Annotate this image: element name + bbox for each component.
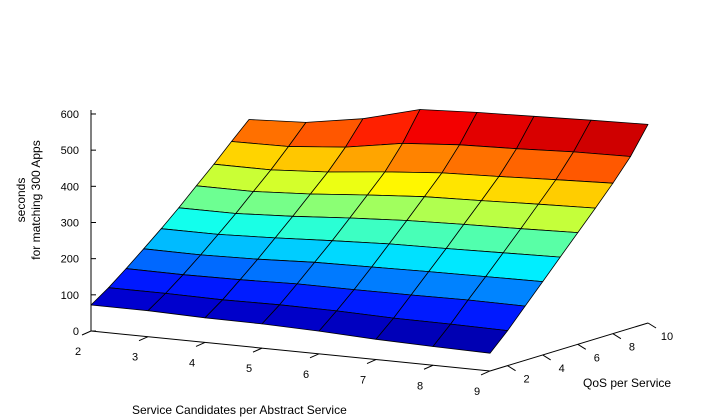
z-tick-label: 6 (594, 352, 600, 364)
x-tick-label: 5 (246, 363, 252, 375)
z-axis-label: QoS per Service (583, 376, 672, 390)
x-tick-mark (252, 347, 263, 353)
z-tick-mark (647, 322, 657, 329)
y-tick-label: 300 (61, 217, 79, 229)
tick-labels: 0 100 200 300 400 500 600 2 3 4 5 6 7 8 9 2 4 6 8 10 (61, 109, 674, 398)
y-tick-label: 100 (61, 290, 79, 302)
x-tick-label: 3 (132, 352, 138, 364)
x-tick-mark (138, 336, 149, 342)
z-tick-label: 10 (661, 331, 673, 343)
x-tick-label: 8 (417, 380, 423, 392)
x-tick-mark (480, 370, 491, 376)
x-axis-line (90, 330, 491, 372)
x-tick-mark (81, 330, 92, 336)
x-tick-mark (195, 341, 206, 347)
z-tick-label: 4 (559, 363, 565, 375)
x-tick-label: 4 (189, 357, 195, 369)
z-tick-mark (577, 343, 587, 350)
y-tick-label: 0 (73, 326, 79, 338)
x-tick-label: 6 (303, 369, 309, 381)
x-tick-label: 2 (75, 346, 81, 358)
surface-patch (432, 323, 509, 354)
axes (81, 109, 657, 376)
x-tick-mark (366, 359, 377, 365)
z-tick-label: 8 (629, 342, 635, 354)
x-tick-mark (309, 353, 320, 359)
y-axis-label-line-1: seconds (14, 177, 28, 223)
y-tick-label: 500 (61, 145, 79, 157)
x-tick-label: 9 (474, 386, 480, 398)
z-tick-mark (507, 365, 516, 372)
x-tick-label: 7 (360, 375, 366, 387)
y-tick-label: 600 (61, 109, 79, 121)
y-tick-label: 400 (61, 181, 79, 193)
surface-plot (90, 109, 649, 354)
z-tick-mark (542, 354, 551, 361)
x-axis-label: Service Candidates per Abstract Service (132, 403, 347, 417)
z-tick-label: 2 (523, 374, 529, 386)
y-tick-label: 200 (61, 254, 79, 266)
x-tick-mark (423, 364, 434, 370)
y-axis-label: seconds for matching 300 Apps (14, 100, 44, 300)
y-axis-label-line-2: for matching 300 Apps (29, 140, 43, 260)
z-tick-mark (612, 333, 622, 340)
z-axis-line (489, 322, 649, 372)
